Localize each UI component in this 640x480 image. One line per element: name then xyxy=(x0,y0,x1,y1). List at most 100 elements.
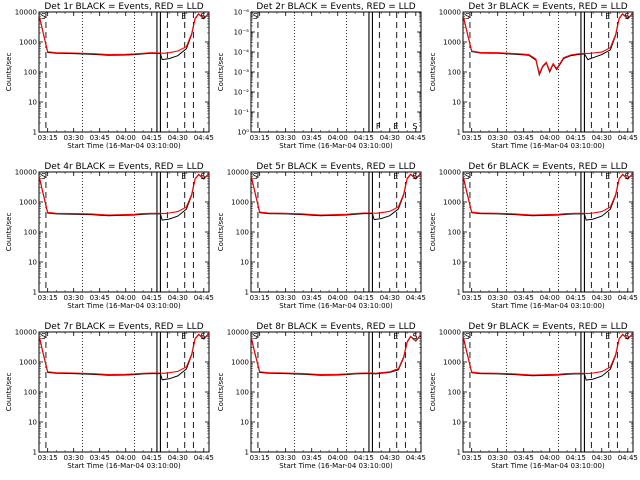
lld-series-line xyxy=(38,173,210,216)
y-tick-label: 10 xyxy=(452,99,461,107)
x-tick-label: 04:00 xyxy=(540,134,560,142)
plot-frame xyxy=(38,171,210,293)
panel-title: Det 6r BLACK = Events, RED = LLD xyxy=(468,162,627,172)
state-marker: S xyxy=(412,332,417,341)
y-tick-label: 10⁻¹ xyxy=(234,109,250,117)
x-tick-label: 04:30 xyxy=(380,454,400,462)
x-tick-label: 04:45 xyxy=(406,294,426,302)
y-tick-label: 1 xyxy=(457,449,461,457)
y-axis-label: Counts/sec xyxy=(5,53,13,92)
x-tick-label: 03:15 xyxy=(250,294,270,302)
y-tick-label: 10 xyxy=(452,419,461,427)
lld-series-line xyxy=(462,173,634,216)
x-tick-label: 03:15 xyxy=(38,294,58,302)
y-tick-label: 10⁻⁵ xyxy=(234,29,250,37)
x-tick-label: 03:30 xyxy=(276,454,296,462)
detector-panel-3: Det 3r BLACK = Events, RED = LLD 1 10 100 10… xyxy=(429,2,638,150)
detector-panel-6: Det 6r BLACK = Events, RED = LLD 1 10 100 10… xyxy=(429,162,638,310)
x-tick-label: 03:15 xyxy=(462,294,482,302)
y-tick-label: 10000 xyxy=(227,169,249,177)
state-marker: E xyxy=(181,12,186,21)
y-tick-label: 100 xyxy=(24,229,37,237)
x-tick-label: 03:15 xyxy=(462,134,482,142)
x-axis-label: Start Time (16-Mar-04 03:10:00) xyxy=(279,142,393,150)
state-marker: S xyxy=(624,12,629,21)
x-axis-label: Start Time (16-Mar-04 03:10:00) xyxy=(491,302,605,310)
lld-series-line xyxy=(462,333,634,376)
plot-frame xyxy=(38,331,210,453)
state-marker: S xyxy=(465,12,470,21)
y-tick-label: 1 xyxy=(245,449,249,457)
x-tick-label: 03:45 xyxy=(302,294,322,302)
y-tick-label: 1000 xyxy=(443,39,461,47)
panel-title: Det 4r BLACK = Events, RED = LLD xyxy=(44,162,203,172)
detector-panel-4: Det 4r BLACK = Events, RED = LLD 1 10 100 10… xyxy=(5,162,214,310)
x-tick-label: 04:00 xyxy=(328,294,348,302)
x-tick-label: 03:45 xyxy=(90,134,110,142)
x-axis-label: Start Time (16-Mar-04 03:10:00) xyxy=(67,462,181,470)
x-tick-label: 04:15 xyxy=(142,454,162,462)
x-tick-label: 04:00 xyxy=(116,134,136,142)
y-tick-label: 100 xyxy=(448,229,461,237)
panel-title: Det 2r BLACK = Events, RED = LLD xyxy=(256,2,415,12)
x-tick-label: 03:45 xyxy=(90,454,110,462)
x-tick-label: 04:30 xyxy=(592,134,612,142)
x-tick-label: 03:30 xyxy=(64,454,84,462)
x-tick-label: 03:15 xyxy=(250,454,270,462)
x-tick-label: 04:00 xyxy=(328,454,348,462)
state-marker: S xyxy=(465,172,470,181)
y-axis-label: Counts/sec xyxy=(217,373,225,412)
lld-series-line xyxy=(38,12,210,56)
y-tick-label: 10⁰ xyxy=(237,129,249,137)
y-axis-label: Counts/sec xyxy=(5,373,13,412)
x-tick-label: 04:30 xyxy=(592,294,612,302)
y-tick-label: 1000 xyxy=(19,199,37,207)
x-tick-label: 03:45 xyxy=(514,294,534,302)
y-axis-label: Counts/sec xyxy=(429,373,437,412)
y-axis-label: Counts/sec xyxy=(429,213,437,252)
x-tick-label: 04:15 xyxy=(142,294,162,302)
y-tick-label: 10000 xyxy=(15,169,37,177)
x-tick-label: 03:30 xyxy=(276,134,296,142)
y-tick-label: 100 xyxy=(448,69,461,77)
state-marker: S xyxy=(200,332,205,341)
x-tick-label: 03:30 xyxy=(488,454,508,462)
detector-panel-8: Det 8r BLACK = Events, RED = LLD 1 10 100 10… xyxy=(217,322,426,470)
x-tick-label: 03:45 xyxy=(514,454,534,462)
x-tick-label: 04:30 xyxy=(592,454,612,462)
detector-panel-2: Det 2r BLACK = Events, RED = LLD 10⁰ 10⁻¹ 1… xyxy=(217,2,426,150)
y-tick-label: 1 xyxy=(457,289,461,297)
x-tick-label: 04:45 xyxy=(194,134,214,142)
x-tick-label: 03:30 xyxy=(64,134,84,142)
x-tick-label: 04:00 xyxy=(328,134,348,142)
y-tick-label: 1000 xyxy=(443,199,461,207)
state-marker: S xyxy=(624,332,629,341)
x-tick-label: 04:00 xyxy=(540,454,560,462)
y-tick-label: 10 xyxy=(28,259,37,267)
x-tick-label: 04:30 xyxy=(380,134,400,142)
state-marker: E xyxy=(393,122,398,131)
y-tick-label: 10000 xyxy=(439,9,461,17)
y-tick-label: 10 xyxy=(452,259,461,267)
x-tick-label: 04:45 xyxy=(194,294,214,302)
y-tick-label: 10000 xyxy=(227,329,249,337)
y-tick-label: 100 xyxy=(236,229,249,237)
y-axis-label: Counts/sec xyxy=(5,213,13,252)
x-tick-label: 03:30 xyxy=(64,294,84,302)
x-tick-label: 04:15 xyxy=(566,454,586,462)
plot-frame xyxy=(250,331,422,453)
state-marker: S xyxy=(41,12,46,21)
x-tick-label: 04:45 xyxy=(618,454,638,462)
lld-series-line xyxy=(250,172,422,216)
state-marker: S xyxy=(253,172,258,181)
x-tick-label: 04:45 xyxy=(406,454,426,462)
plot-frame xyxy=(462,171,634,293)
x-axis-label: Start Time (16-Mar-04 03:10:00) xyxy=(279,302,393,310)
plot-frame xyxy=(250,171,422,293)
y-axis-label: Counts/sec xyxy=(217,213,225,252)
panel-title: Det 3r BLACK = Events, RED = LLD xyxy=(468,2,627,12)
lld-series-line xyxy=(462,12,634,76)
x-tick-label: 03:45 xyxy=(302,134,322,142)
y-tick-label: 10⁻³ xyxy=(234,69,250,77)
